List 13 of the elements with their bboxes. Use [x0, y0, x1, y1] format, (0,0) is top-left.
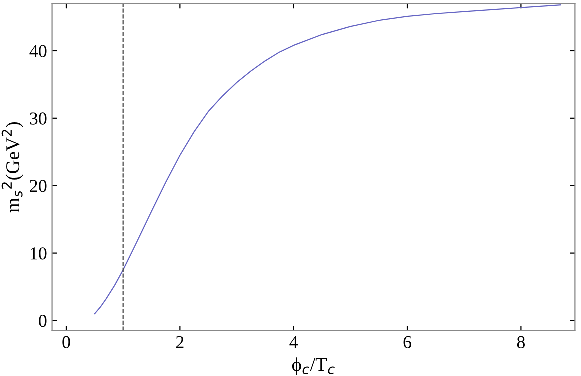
y-tick-label: 10 — [30, 248, 47, 260]
x-tick-label: 0 — [62, 336, 70, 348]
y-axis-title: m$_{s}$$^{2}$(GeV$^{2}$) — [2, 122, 24, 213]
line-series — [94, 4, 562, 315]
x-axis-title: ϕ$_{c}$/T$_{c}$ — [292, 358, 335, 376]
y-tick-label: 30 — [30, 112, 47, 125]
y-tick-label: 40 — [30, 45, 47, 58]
x-tick-label: 6 — [404, 336, 412, 348]
x-tick-label: 8 — [517, 336, 526, 348]
x-tick-label: 2 — [176, 336, 184, 348]
y-tick-label: 20 — [30, 180, 47, 192]
y-tick-label: 0 — [39, 315, 47, 328]
x-tick-label: 4 — [290, 336, 298, 348]
